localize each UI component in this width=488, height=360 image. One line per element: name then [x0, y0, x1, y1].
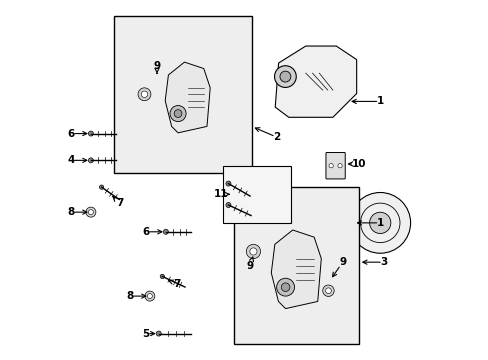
Text: 2: 2: [255, 128, 280, 142]
Circle shape: [328, 163, 333, 168]
Circle shape: [225, 203, 230, 207]
Text: 10: 10: [348, 159, 366, 169]
Text: 11: 11: [213, 189, 228, 199]
Polygon shape: [337, 217, 349, 229]
Circle shape: [141, 91, 147, 98]
FancyBboxPatch shape: [325, 153, 345, 179]
Text: 1: 1: [351, 96, 383, 107]
Text: 3: 3: [362, 257, 386, 267]
Circle shape: [86, 207, 96, 217]
Circle shape: [144, 291, 155, 301]
Circle shape: [280, 71, 290, 82]
Text: 9: 9: [332, 257, 346, 277]
Circle shape: [88, 210, 93, 215]
Circle shape: [225, 181, 230, 186]
Text: 8: 8: [67, 207, 87, 217]
Text: 4: 4: [67, 156, 87, 165]
Circle shape: [276, 278, 294, 296]
Circle shape: [246, 244, 260, 258]
Circle shape: [281, 283, 289, 292]
FancyBboxPatch shape: [223, 166, 290, 223]
Circle shape: [160, 274, 164, 279]
Circle shape: [88, 131, 93, 136]
Text: 5: 5: [142, 329, 154, 339]
Circle shape: [147, 294, 152, 298]
Text: 8: 8: [126, 291, 145, 301]
Text: 9: 9: [246, 257, 253, 271]
Circle shape: [174, 110, 182, 117]
Text: 6: 6: [67, 129, 87, 139]
Circle shape: [325, 288, 331, 294]
Circle shape: [369, 212, 390, 234]
Circle shape: [337, 163, 342, 168]
Polygon shape: [165, 62, 210, 133]
Circle shape: [156, 331, 161, 336]
Text: 7: 7: [113, 197, 123, 208]
Circle shape: [274, 66, 296, 87]
Circle shape: [170, 105, 186, 122]
Polygon shape: [271, 230, 321, 309]
Polygon shape: [275, 46, 356, 117]
Circle shape: [249, 248, 257, 255]
Circle shape: [163, 229, 168, 234]
Circle shape: [99, 185, 103, 189]
Text: 9: 9: [153, 61, 160, 73]
FancyBboxPatch shape: [114, 16, 251, 173]
FancyBboxPatch shape: [233, 187, 358, 344]
Circle shape: [138, 88, 151, 101]
Circle shape: [322, 285, 333, 296]
Text: 7: 7: [168, 279, 180, 289]
Text: 1: 1: [357, 218, 383, 228]
Circle shape: [88, 158, 93, 163]
Text: 6: 6: [142, 227, 162, 237]
Circle shape: [349, 193, 410, 253]
